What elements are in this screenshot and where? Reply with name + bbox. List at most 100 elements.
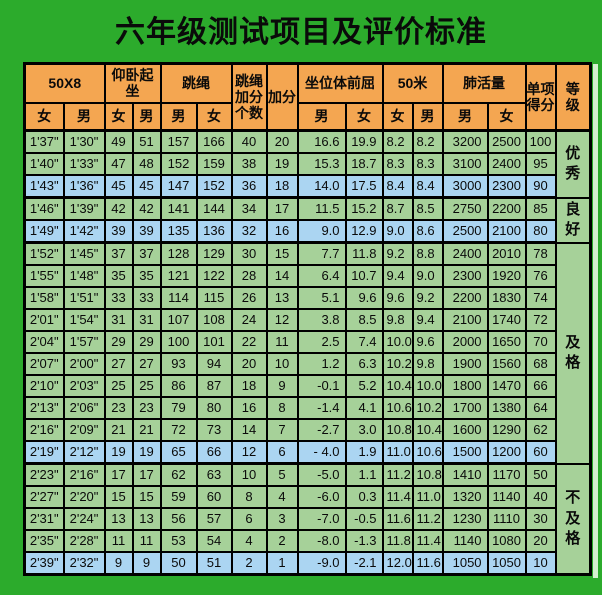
cell-score: 90 <box>524 174 557 199</box>
cell-situp-m: 33 <box>131 286 162 310</box>
cell-situp-f: 39 <box>103 219 134 244</box>
header-50m-run: 50米 <box>381 62 444 104</box>
cell-50x8-f: 2'35" <box>23 529 65 553</box>
cell-rope-m: 59 <box>159 485 198 509</box>
cell-rope-bonus-count: 18 <box>230 374 268 398</box>
cell-50m-f: 9.4 <box>381 264 414 288</box>
cell-50x8-m: 1'54" <box>62 308 106 332</box>
cell-lung-f: 2300 <box>486 174 527 199</box>
cell-lung-m: 2750 <box>441 196 489 221</box>
table-row: 2'35" 2'28" 11 11 53 54 4 2 -8.0 -1.3 11.8 11.4 1140… <box>23 529 591 553</box>
cell-rope-f: 87 <box>195 374 233 398</box>
cell-situp-m: 42 <box>131 196 162 221</box>
cell-situp-f: 15 <box>103 485 134 509</box>
cell-50m-m: 11.2 <box>411 507 444 531</box>
cell-sitreach-m: 14.0 <box>296 174 347 199</box>
cell-bonus: 20 <box>265 129 299 154</box>
cell-bonus: 19 <box>265 152 299 176</box>
cell-50x8-m: 1'33" <box>62 152 106 176</box>
cell-situp-f: 45 <box>103 174 134 199</box>
gender-header-cell: 女 <box>103 101 134 132</box>
cell-rope-bonus-count: 6 <box>230 507 268 531</box>
cell-50m-f: 11.0 <box>381 440 414 465</box>
cell-rope-bonus-count: 24 <box>230 308 268 332</box>
cell-50x8-m: 2'12" <box>62 440 106 465</box>
header-group-row: 50X8 仰卧起坐 跳绳 跳绳 加分 个数 加分 坐位体前屈 50米 肺活量 单… <box>23 62 592 132</box>
cell-bonus: 7 <box>265 418 299 442</box>
cell-rope-f: 122 <box>195 264 233 288</box>
cell-50x8-f: 2'07" <box>23 352 65 376</box>
cell-bonus: 11 <box>265 330 299 354</box>
cell-50m-m: 10.4 <box>411 418 444 442</box>
cell-sitreach-f: 11.8 <box>344 241 384 266</box>
cell-50m-f: 9.2 <box>381 241 414 266</box>
cell-50x8-m: 2'20" <box>62 485 106 509</box>
cell-bonus: 8 <box>265 396 299 420</box>
table-row: 1'37" 1'30" 49 51 157 166 40 20 16.6 19.9 8.2 8.2 32… <box>23 129 592 199</box>
cell-50x8-f: 2'04" <box>23 330 65 354</box>
cell-50x8-f: 1'55" <box>23 264 65 288</box>
cell-50x8-m: 2'24" <box>62 507 106 531</box>
cell-rope-m: 72 <box>159 418 198 442</box>
cell-bonus: 13 <box>265 286 299 310</box>
cell-rope-f: 51 <box>195 551 233 576</box>
cell-sitreach-m: -8.0 <box>296 529 347 553</box>
cell-rope-f: 94 <box>195 352 233 376</box>
cell-rope-f: 108 <box>195 308 233 332</box>
cell-bonus: 2 <box>265 529 299 553</box>
cell-rope-m: 86 <box>159 374 198 398</box>
cell-50m-f: 8.3 <box>381 152 414 176</box>
cell-50x8-m: 1'45" <box>62 241 106 266</box>
cell-situp-m: 21 <box>131 418 162 442</box>
cell-rope-m: 50 <box>159 551 198 576</box>
gender-header-cell: 男 <box>159 101 198 132</box>
cell-rope-bonus-count: 32 <box>230 219 268 244</box>
cell-lung-f: 1830 <box>486 286 527 310</box>
table-row: 2'19" 2'12" 19 19 65 66 12 6- 4.0 1.9 11.0 10.6 150… <box>23 440 591 465</box>
cell-situp-f: 49 <box>103 129 134 154</box>
cell-50x8-f: 1'40" <box>23 152 65 176</box>
cell-lung-f: 1080 <box>486 529 527 553</box>
cell-rope-bonus-count: 16 <box>230 396 268 420</box>
cell-50x8-m: 2'00" <box>62 352 106 376</box>
cell-lung-m: 2200 <box>441 286 489 310</box>
cell-rope-bonus-count: 14 <box>230 418 268 442</box>
cell-rope-f: 166 <box>195 129 233 154</box>
cell-bonus: 14 <box>265 264 299 288</box>
grade-cell: 不 及 格 <box>554 462 592 576</box>
cell-50x8-m: 2'09" <box>62 418 106 442</box>
cell-50m-m: 9.0 <box>411 264 444 288</box>
cell-situp-f: 13 <box>103 507 134 531</box>
cell-rope-bonus-count: 26 <box>230 286 268 310</box>
cell-situp-m: 27 <box>131 352 162 376</box>
cell-lung-m: 1900 <box>441 352 489 376</box>
cell-score: 80 <box>524 219 557 244</box>
gender-header-cell: 女 <box>344 101 384 132</box>
cell-bonus: 5 <box>265 462 299 487</box>
cell-situp-m: 51 <box>131 129 162 154</box>
cell-50m-f: 10.8 <box>381 418 414 442</box>
cell-lung-f: 1110 <box>486 507 527 531</box>
cell-lung-f: 2400 <box>486 152 527 176</box>
gender-header-cell: 女 <box>23 101 65 132</box>
cell-50m-f: 11.4 <box>381 485 414 509</box>
cell-situp-f: 37 <box>103 241 134 266</box>
cell-50m-f: 11.8 <box>381 529 414 553</box>
cell-lung-f: 2500 <box>486 129 527 154</box>
cell-score: 95 <box>524 152 557 176</box>
cell-50m-m: 9.4 <box>411 308 444 332</box>
cell-sitreach-m: 3.8 <box>296 308 347 332</box>
page-title: 六年级测试项目及评价标准 <box>115 16 487 49</box>
cell-score: 100 <box>524 129 557 154</box>
cell-50m-m: 11.0 <box>411 485 444 509</box>
cell-lung-f: 1740 <box>486 308 527 332</box>
cell-rope-m: 79 <box>159 396 198 420</box>
cell-rope-bonus-count: 34 <box>230 196 268 221</box>
header-situps: 仰卧起坐 <box>103 62 162 104</box>
cell-50x8-m: 1'36" <box>62 174 106 199</box>
cell-bonus: 17 <box>265 196 299 221</box>
cell-rope-f: 60 <box>195 485 233 509</box>
cell-sitreach-f: 9.6 <box>344 286 384 310</box>
table-body: 1'37" 1'30" 49 51 157 166 40 20 16.6 19.9 8.2 8.2 32… <box>23 129 592 576</box>
